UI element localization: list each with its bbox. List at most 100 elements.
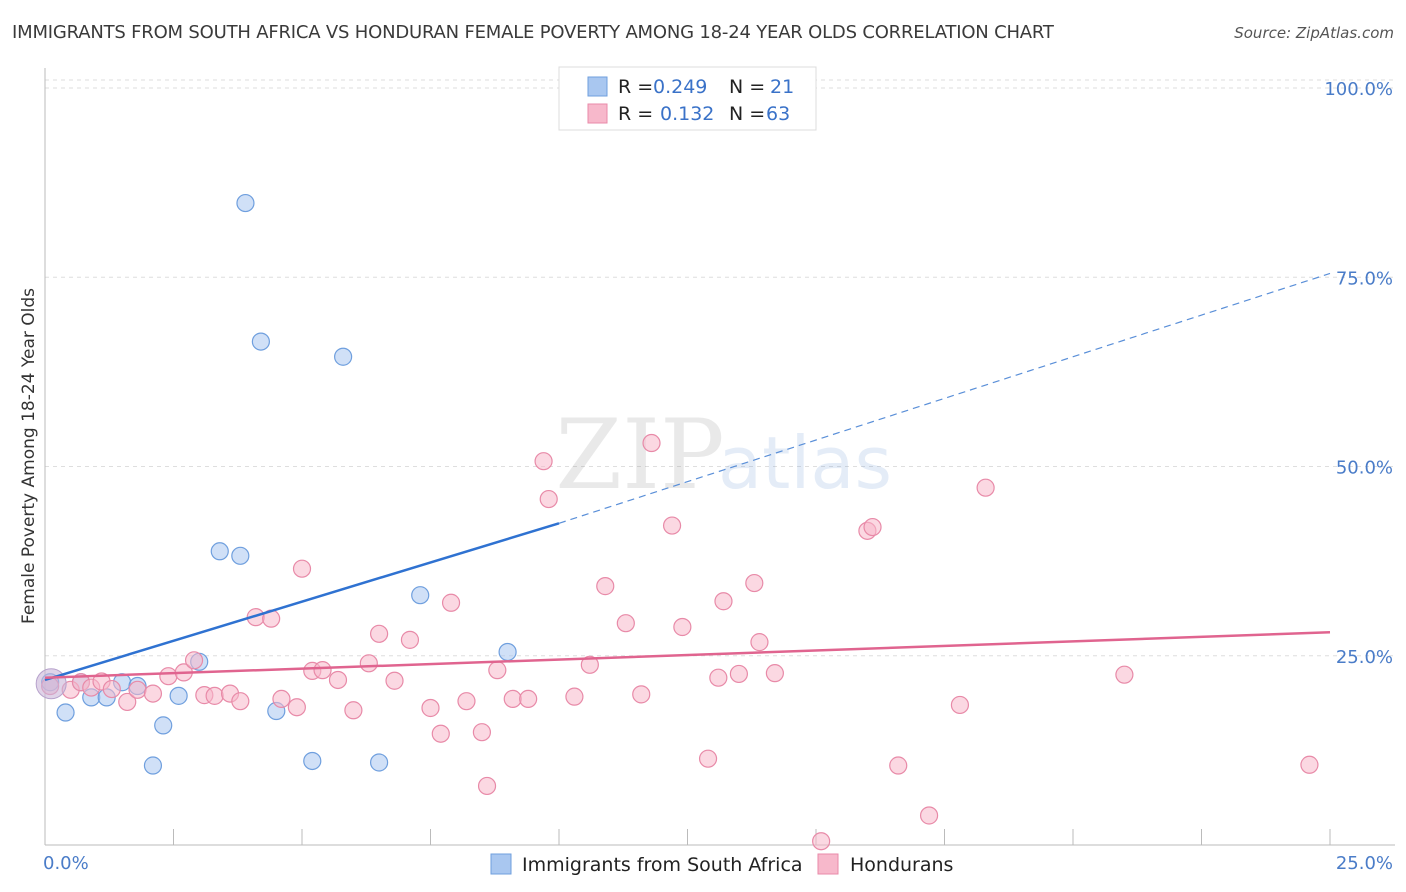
honduran-point bbox=[231, 692, 250, 711]
south-africa-point bbox=[143, 756, 163, 775]
honduran-point bbox=[421, 698, 440, 718]
y-tick-label-100: 100.0% bbox=[1324, 79, 1393, 100]
honduran-point bbox=[709, 668, 728, 687]
legend-swatch-hondurans bbox=[587, 103, 608, 124]
honduran-point bbox=[632, 685, 651, 704]
bottom-legend-swatch-hondurans bbox=[817, 853, 839, 875]
legend-r-label-1: R = bbox=[618, 76, 653, 98]
axes bbox=[44, 68, 1395, 846]
honduran-point bbox=[1115, 665, 1134, 684]
south-africa-point bbox=[411, 586, 430, 605]
honduran-point bbox=[519, 689, 538, 708]
south-africa-point bbox=[334, 347, 353, 366]
honduran-point bbox=[205, 686, 224, 705]
honduran-point bbox=[750, 633, 769, 652]
honduran-point bbox=[889, 756, 908, 775]
honduran-point bbox=[128, 680, 147, 699]
honduran-point bbox=[503, 689, 522, 708]
origin-cluster-point bbox=[35, 668, 67, 700]
honduran-point bbox=[488, 661, 507, 680]
south-africa-point bbox=[169, 686, 188, 705]
honduran-point bbox=[1300, 755, 1319, 774]
south-africa-point bbox=[231, 546, 250, 565]
honduran-point bbox=[919, 806, 939, 825]
honduran-point bbox=[765, 664, 784, 683]
bottom-legend-label-hondurans: Hondurans bbox=[850, 854, 953, 876]
source-credit: Source: ZipAtlas.com bbox=[1234, 24, 1394, 42]
honduran-point bbox=[457, 692, 476, 711]
south-africa-point bbox=[498, 642, 517, 662]
south-africa-trend-extension bbox=[558, 272, 1331, 524]
south-africa-trend-line bbox=[44, 522, 560, 682]
legend-r-value-2: 0.132 bbox=[660, 103, 714, 125]
legend-n-label-1: N = bbox=[729, 76, 765, 98]
legend-r-value-1: 0.249 bbox=[653, 76, 707, 98]
honduran-point bbox=[292, 559, 312, 578]
honduran-point bbox=[441, 593, 461, 612]
honduran-point bbox=[159, 667, 178, 686]
y-tick-label-25: 25.0% bbox=[1336, 647, 1393, 668]
honduran-point bbox=[642, 433, 661, 453]
south-africa-point bbox=[303, 751, 322, 771]
legend-n-label-2: N = bbox=[729, 103, 765, 125]
honduran-point bbox=[812, 832, 831, 851]
x-tick-label-min: 0.0% bbox=[43, 853, 89, 874]
honduran-point bbox=[580, 655, 599, 674]
bottom-legend-swatch-south-africa bbox=[490, 853, 512, 875]
honduran-point bbox=[745, 573, 764, 593]
bottom-legend-label-south-africa: Immigrants from South Africa bbox=[522, 854, 803, 876]
honduran-point bbox=[272, 689, 291, 708]
honduran-point bbox=[539, 489, 558, 509]
honduran-point bbox=[370, 624, 389, 643]
bottom-legend: Immigrants from South Africa Hondurans bbox=[490, 853, 953, 876]
honduran-point bbox=[118, 692, 137, 712]
honduran-point bbox=[400, 630, 420, 649]
top-legend: R = 0.249 N = 21 R = 0.132 N = 63 bbox=[558, 66, 817, 131]
legend-n-value-2: 63 bbox=[766, 103, 790, 125]
trend-lines bbox=[44, 272, 1331, 682]
honduran-point bbox=[673, 617, 692, 637]
grid-lines bbox=[45, 79, 1395, 657]
south-africa-point bbox=[251, 332, 270, 351]
honduran-point bbox=[287, 698, 306, 717]
honduran-point bbox=[472, 723, 491, 742]
honduran-point bbox=[565, 687, 584, 706]
honduran-point bbox=[328, 670, 348, 690]
honduran-trend-line bbox=[44, 631, 1331, 679]
legend-n-value-1: 21 bbox=[770, 76, 794, 98]
honduran-point bbox=[385, 671, 404, 690]
honduran-point bbox=[359, 654, 378, 673]
watermark-atlas: atlas bbox=[718, 421, 892, 505]
legend-r-label-2: R = bbox=[618, 103, 653, 125]
south-africa-point bbox=[370, 753, 389, 772]
honduran-point bbox=[698, 749, 718, 768]
south-africa-point bbox=[210, 542, 229, 561]
honduran-point bbox=[313, 661, 332, 680]
legend-swatch-south-africa bbox=[587, 76, 608, 97]
honduran-point bbox=[976, 478, 995, 497]
tick-labels: 25.0% 50.0% 75.0% 100.0% 0.0% 25.0% bbox=[43, 79, 1393, 874]
watermark: ZIP atlas bbox=[555, 399, 892, 511]
honduran-point bbox=[714, 592, 733, 611]
honduran-point bbox=[662, 516, 682, 535]
honduran-point bbox=[143, 684, 163, 703]
honduran-point bbox=[184, 651, 204, 670]
y-tick-label-50: 50.0% bbox=[1336, 458, 1393, 479]
honduran-point bbox=[950, 695, 970, 715]
honduran-point bbox=[477, 776, 497, 796]
honduran-point bbox=[596, 577, 615, 596]
y-axis-label: Female Poverty Among 18-24 Year Olds bbox=[19, 288, 39, 624]
honduran-point bbox=[729, 664, 749, 684]
y-tick-label-75: 75.0% bbox=[1336, 268, 1393, 289]
south-africa-point bbox=[154, 716, 173, 735]
watermark-zip: ZIP bbox=[555, 399, 724, 511]
data-points bbox=[35, 193, 1319, 851]
honduran-point bbox=[102, 679, 121, 699]
honduran-point bbox=[534, 452, 553, 471]
south-africa-point bbox=[236, 193, 255, 213]
honduran-point bbox=[616, 614, 635, 633]
honduran-point bbox=[431, 724, 450, 743]
honduran-point bbox=[863, 517, 882, 537]
south-africa-point bbox=[56, 703, 75, 722]
